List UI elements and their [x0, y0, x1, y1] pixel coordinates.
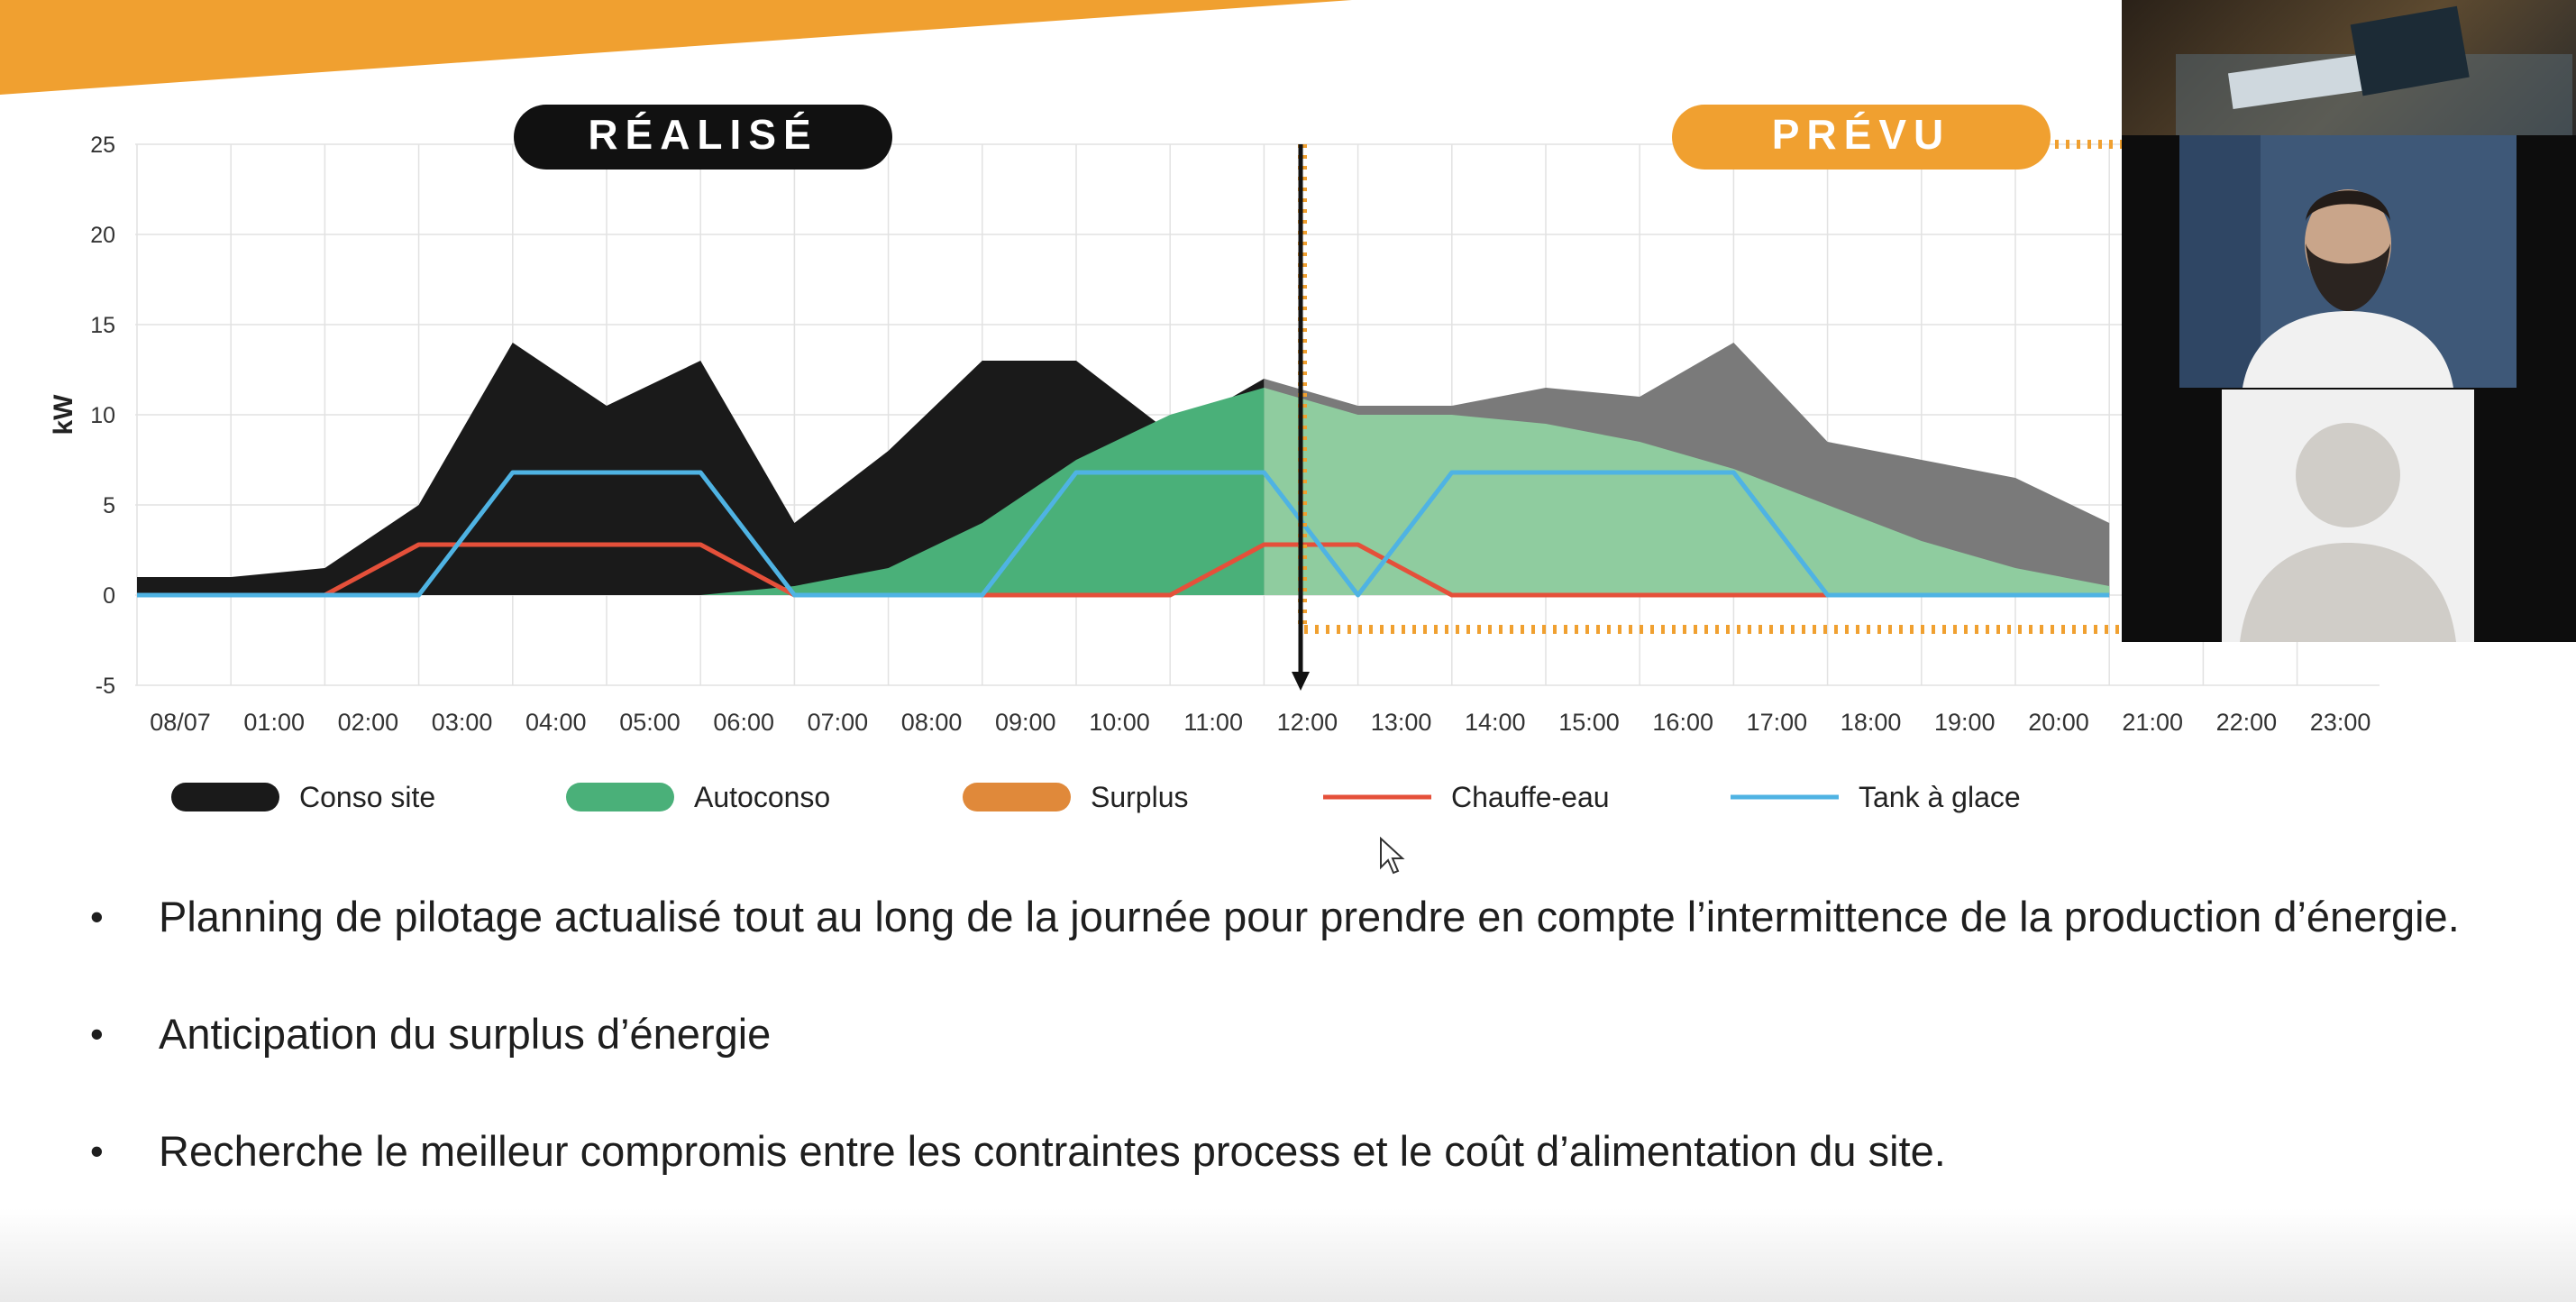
x-tick-label: 03:00: [432, 709, 493, 736]
legend-label: Autoconso: [694, 781, 830, 813]
realise-label: RÉALISÉ: [588, 111, 818, 158]
y-tick-label: 20: [90, 223, 115, 248]
mouse-cursor-icon: [1380, 837, 1405, 875]
legend-item: Autoconso: [566, 781, 830, 813]
legend-item: Surplus: [963, 781, 1189, 813]
x-tick-label: 19:00: [1934, 709, 1996, 736]
y-tick-label: -5: [96, 674, 115, 699]
speaker-icon: [2179, 135, 2517, 388]
legend-item: Conso site: [171, 781, 435, 813]
x-tick-label: 16:00: [1652, 709, 1713, 736]
x-tick-label: 08:00: [901, 709, 963, 736]
x-tick-label: 14:00: [1465, 709, 1526, 736]
series-autoconso-prevu: [1264, 388, 2110, 595]
x-tick-label: 10:00: [1089, 709, 1150, 736]
x-tick-label: 11:00: [1183, 709, 1243, 736]
x-tick-label: 07:00: [808, 709, 869, 736]
legend-label: Conso site: [299, 781, 435, 813]
x-tick-label: 23:00: [2310, 709, 2371, 736]
x-tick-label: 05:00: [619, 709, 681, 736]
legend-item: Chauffe-eau: [1323, 781, 1610, 813]
x-tick-label: 21:00: [2122, 709, 2183, 736]
prevu-label: PRÉVU: [1772, 111, 1950, 158]
x-tick-label: 02:00: [338, 709, 399, 736]
x-tick-label: 04:00: [525, 709, 587, 736]
chart-series: [137, 343, 2110, 598]
room-camera-icon: [2176, 5, 2572, 135]
x-tick-label: 18:00: [1841, 709, 1902, 736]
x-tick-label: 22:00: [2216, 709, 2278, 736]
x-tick-label: 17:00: [1747, 709, 1808, 736]
x-tick-label: 15:00: [1558, 709, 1620, 736]
chart-axes: 25 20 15 10 5 0 -5 08/07 01:00 02:00 03:00 04:00 05:…: [90, 133, 2370, 736]
video-tile-speaker[interactable]: [2179, 135, 2517, 388]
y-tick-label: 5: [103, 493, 115, 518]
legend-label: Surplus: [1091, 781, 1189, 813]
y-tick-label: 0: [103, 583, 115, 609]
chart-legend: Conso site Autoconso Surplus Chauffe-eau Tan…: [171, 781, 2021, 813]
bullet-item: Recherche le meilleur compromis entre le…: [90, 1123, 2488, 1180]
x-tick-label: 01:00: [243, 709, 305, 736]
user-avatar-icon: [2222, 390, 2474, 642]
legend-label: Chauffe-eau: [1451, 781, 1610, 813]
y-tick-label: 15: [90, 313, 115, 338]
slide-bottom-shade: [0, 1208, 2576, 1302]
energy-chart: 25 20 15 10 5 0 -5 08/07 01:00 02:00 03:00 04:00 05:…: [49, 105, 2380, 813]
chart-overlays: RÉALISÉ PRÉVU kW: [49, 105, 2122, 691]
realise-badge: [514, 105, 892, 170]
prevu-badge: [1672, 105, 2051, 170]
legend-swatch: [963, 783, 1071, 811]
x-tick-label: 09:00: [995, 709, 1056, 736]
y-tick-label: 25: [90, 133, 115, 158]
now-marker-arrow: [1292, 672, 1310, 691]
legend-item: Tank à glace: [1731, 781, 2021, 813]
y-tick-label: 10: [90, 403, 115, 428]
y-axis-label: kW: [49, 394, 78, 436]
series-tank-glace: [137, 470, 2110, 598]
series-autoconso-realise: [137, 388, 1265, 595]
series-chauffe-eau: [137, 542, 2110, 598]
bullet-list: Planning de pilotage actualisé tout au l…: [90, 888, 2488, 1180]
legend-swatch: [566, 783, 674, 811]
slide-banner: [0, 0, 1352, 95]
bullet-item: Planning de pilotage actualisé tout au l…: [90, 888, 2488, 946]
video-tile-room[interactable]: [2122, 0, 2576, 135]
video-tile-avatar[interactable]: [2222, 390, 2474, 642]
x-tick-label: 06:00: [713, 709, 774, 736]
legend-swatch: [171, 783, 279, 811]
bullet-item: Anticipation du surplus d’énergie: [90, 1005, 2488, 1063]
legend-label: Tank à glace: [1859, 781, 2021, 813]
x-tick-label: 12:00: [1277, 709, 1338, 736]
prevu-frame-left: [1298, 144, 2122, 634]
banner-stripe: [0, 0, 1352, 95]
x-tick-label: 20:00: [2028, 709, 2089, 736]
x-tick-label: 13:00: [1371, 709, 1432, 736]
x-tick-label: 08/07: [150, 709, 211, 736]
